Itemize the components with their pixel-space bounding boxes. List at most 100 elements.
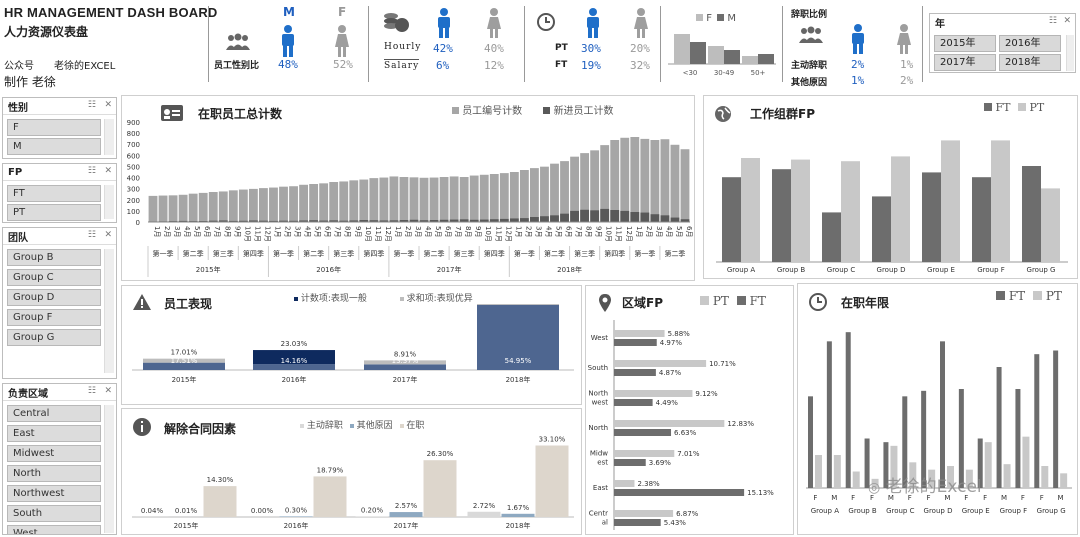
sub-label: F [813,494,817,502]
slicer-item-f[interactable]: F [7,119,101,136]
account-label: 公众号 [4,61,34,72]
data-label-ft: 15.13% [747,489,774,497]
quarter-label: 第四季 [363,249,384,258]
performance-title: 员工表现 [164,297,213,311]
legend-new: 新进员工计数 [553,106,614,117]
bar-new [279,220,288,222]
team-slicer: 团队 ☷ ✕ Group B Group C Group D Group F Gro… [2,227,117,379]
wechat-icon: ◎ [868,480,881,496]
month-label: 9月 [595,226,603,237]
bar-total [399,177,409,222]
bar-ft [922,172,941,262]
bar-pt [614,450,675,457]
data-label: 0.00% [251,507,274,515]
legend-normal: 计数项:表现一般 [300,294,367,304]
bar-new [439,219,449,222]
bar-total [309,184,319,222]
multi-select-icon[interactable]: ☷ [87,230,96,240]
slicer-item-north[interactable]: North [7,465,101,482]
slicer-item-ft[interactable]: FT [7,185,101,202]
month-label: 9月 [354,226,362,237]
clear-filter-icon[interactable]: ✕ [104,100,112,110]
slicer-item-pt[interactable]: PT [7,204,101,221]
scrollbar[interactable] [1066,35,1074,71]
bar-total [188,193,198,222]
slicer-item-west[interactable]: West [7,525,101,534]
clear-filter-icon[interactable]: ✕ [104,166,112,176]
female-label: F [338,5,347,19]
scrollbar[interactable] [104,185,114,219]
sub-label: M [1001,494,1007,502]
slicer-item-south[interactable]: South [7,505,101,522]
bar-pt [614,420,725,427]
bar-total [469,175,479,222]
region-label: al [602,519,608,527]
bar-ft [958,389,964,488]
salary-label: Salary [384,59,420,71]
clock-icon [536,12,556,36]
slicer-item-group-b[interactable]: Group B [7,249,101,266]
bar-total [238,189,248,222]
multi-select-icon[interactable]: ☷ [87,100,96,110]
slicer-item-group-d[interactable]: Group D [7,289,101,306]
month-label: 7月 [575,226,583,237]
slicer-item-group-c[interactable]: Group C [7,269,101,286]
termination-title: 解除合同因素 [164,422,237,436]
bar-total [499,173,509,222]
male-ft-value: 19% [581,59,601,72]
category-label: <30 [683,69,698,77]
bar-new [309,220,319,222]
pt-label: PT [555,43,568,53]
category-label: Group B [848,507,877,515]
bar-new [640,212,650,222]
sub-label: F [983,494,987,502]
legend-pt: PT [1045,289,1062,303]
slicer-item-group-g[interactable]: Group G [7,329,101,346]
bar-new [299,220,308,222]
bar-new [550,215,559,222]
scrollbar[interactable] [104,119,114,155]
female-ratio-value: 52% [333,58,353,71]
female-hourly-value: 40% [484,42,504,55]
year-label: 2017年 [393,375,418,384]
legend-excellent: 求和项:表现优异 [406,294,473,304]
month-label: 7月 [334,226,342,237]
slicer-item-northwest[interactable]: Northwest [7,485,101,502]
slicer-item-group-f[interactable]: Group F [7,309,101,326]
bar-new [419,220,429,222]
year-item-2015[interactable]: 2015年 [934,35,996,52]
clear-filter-icon[interactable]: ✕ [104,386,112,396]
slicer-item-east[interactable]: East [7,425,101,442]
clear-filter-icon[interactable]: ✕ [104,230,112,240]
bar-ft [614,399,653,406]
female-salary-value: 12% [484,59,504,72]
bar-ft [614,459,646,466]
male-figure-icon [279,25,297,61]
bar-normal [477,304,559,370]
multi-select-icon[interactable]: ☷ [87,386,96,396]
female-other-value: 2% [900,74,914,87]
slicer-item-m[interactable]: M [7,138,101,155]
slicer-item-midwest[interactable]: Midwest [7,445,101,462]
bar-total [389,176,399,222]
region-label: West [591,334,608,342]
month-label: 1月 [273,226,281,237]
sub-label: F [964,494,968,502]
scrollbar[interactable] [104,249,114,373]
age-distribution-chart: <30 30-49 50+ [668,34,776,77]
y-tick-label: 0 [136,219,140,227]
bar-pt [947,466,954,488]
multi-select-icon[interactable]: ☷ [1048,16,1057,26]
clear-filter-icon[interactable]: ✕ [1063,16,1071,26]
bar-total [439,177,449,222]
scrollbar[interactable] [104,405,114,533]
year-item-2016[interactable]: 2016年 [999,35,1061,52]
year-item-2017[interactable]: 2017年 [934,54,996,71]
year-item-2018[interactable]: 2018年 [999,54,1061,71]
category-label: Group G [1027,266,1056,274]
hourly-label: Hourly [384,42,422,52]
multi-select-icon[interactable]: ☷ [87,166,96,176]
quarter-label: 第一季 [634,249,655,258]
quarter-label: 第二季 [544,249,565,258]
slicer-item-central[interactable]: Central [7,405,101,422]
